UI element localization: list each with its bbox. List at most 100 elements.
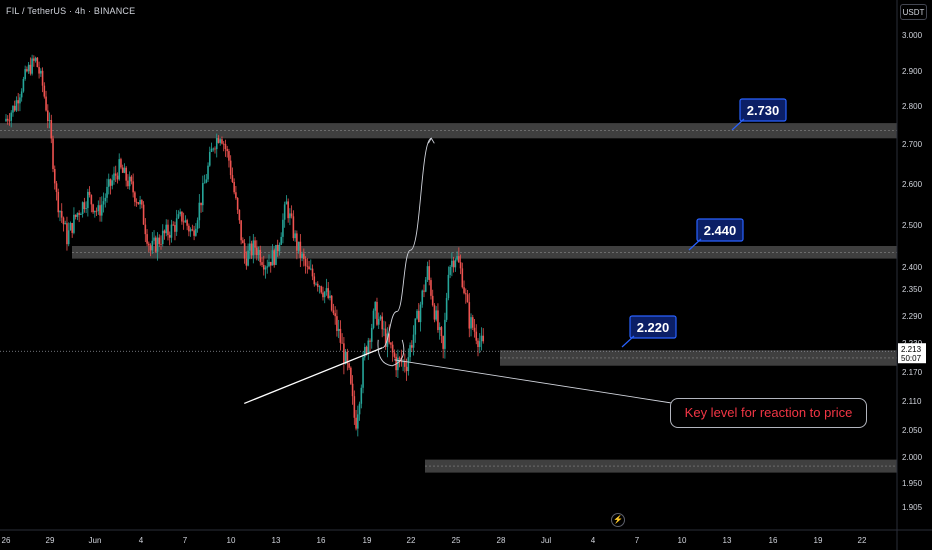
lightning-icon[interactable]: ⚡ xyxy=(611,513,625,527)
candle-body xyxy=(55,183,58,192)
candle-body xyxy=(309,268,312,270)
candle-body xyxy=(438,327,441,330)
time-tick-label: 22 xyxy=(407,536,416,545)
candle-body xyxy=(247,250,249,266)
candle-body xyxy=(445,298,448,320)
projection-arrowhead xyxy=(427,137,435,144)
candle-body xyxy=(106,186,108,198)
candle-body xyxy=(146,234,148,244)
price-tick-label: 2.170 xyxy=(902,368,923,377)
price-tick-label: 2.900 xyxy=(902,67,923,76)
currency-unit-button[interactable]: USDT xyxy=(900,4,927,20)
candle-body xyxy=(8,120,11,122)
candle-body xyxy=(465,293,467,295)
candle-body xyxy=(348,363,350,368)
candle-body xyxy=(15,100,18,111)
candle-body xyxy=(113,173,115,181)
candle-body xyxy=(137,202,140,205)
candle-body xyxy=(71,223,73,233)
candle-body xyxy=(233,182,235,193)
target-tag-pointer xyxy=(731,118,745,131)
candle-body xyxy=(468,302,471,329)
candle-body xyxy=(179,211,181,215)
time-tick-label: 13 xyxy=(723,536,732,545)
candle-body xyxy=(208,151,211,166)
candle-body xyxy=(160,243,162,245)
candle-body xyxy=(426,266,429,280)
candle-body xyxy=(121,167,124,173)
zone-2 xyxy=(500,350,897,366)
candle-body xyxy=(48,120,51,122)
candle-body xyxy=(268,261,270,267)
candle-body xyxy=(128,176,131,187)
candle-body xyxy=(184,220,187,223)
candle-body xyxy=(141,200,143,205)
candle-body xyxy=(181,211,183,222)
candle-body xyxy=(195,228,197,236)
candle-body xyxy=(433,305,436,320)
candle-body xyxy=(365,346,368,354)
candle-body xyxy=(318,286,321,288)
price-tick-label: 2.600 xyxy=(902,180,923,189)
candle-body xyxy=(149,245,152,251)
candle-body xyxy=(297,241,300,251)
target-tag-pointer xyxy=(621,335,635,348)
candle-body xyxy=(280,236,282,245)
time-tick-label: 22 xyxy=(858,536,867,545)
price-tick-label: 2.500 xyxy=(902,221,923,230)
price-tick-label: 1.950 xyxy=(902,479,923,488)
candle-body xyxy=(405,366,408,372)
candle-body xyxy=(40,70,42,74)
candle-body xyxy=(458,256,460,263)
candle-body xyxy=(243,243,246,259)
time-tick-label: 7 xyxy=(183,536,188,545)
projection-path xyxy=(381,137,432,349)
candle-body xyxy=(139,200,141,205)
price-tick-label: 1.905 xyxy=(902,503,923,512)
candle-body xyxy=(83,202,86,209)
candle-body xyxy=(282,219,284,237)
time-tick-label: 25 xyxy=(452,536,461,545)
time-tick-label: Jun xyxy=(89,536,102,545)
candle-body xyxy=(198,202,201,221)
candle-body xyxy=(231,175,234,183)
time-tick-label: 10 xyxy=(678,536,687,545)
candle-body xyxy=(383,328,385,330)
candle-body xyxy=(80,213,82,215)
time-tick-label: 10 xyxy=(227,536,236,545)
candle-body xyxy=(254,240,256,248)
time-tick-label: 26 xyxy=(2,536,11,545)
candle-body xyxy=(390,342,392,345)
candle-body xyxy=(299,241,302,258)
candle-body xyxy=(397,357,399,371)
candle-body xyxy=(350,367,352,384)
candle-body xyxy=(154,237,157,252)
candle-body xyxy=(461,268,464,288)
candle-body xyxy=(45,96,47,111)
target-tag-box xyxy=(739,98,787,122)
candle-body xyxy=(125,167,127,181)
candle-body xyxy=(219,139,222,143)
candle-body xyxy=(343,343,345,364)
candle-body xyxy=(384,328,387,347)
candle-body xyxy=(202,183,204,206)
candle-body xyxy=(88,191,91,196)
candle-body xyxy=(95,210,98,212)
candle-body xyxy=(344,351,347,364)
candle-body xyxy=(421,290,424,305)
candle-body xyxy=(38,67,40,74)
candle-body xyxy=(97,205,100,212)
candle-body xyxy=(424,279,427,292)
candle-body xyxy=(81,202,84,214)
trendline xyxy=(244,347,383,405)
candle-body xyxy=(404,360,406,367)
candle-body xyxy=(292,216,295,239)
time-tick-label: 29 xyxy=(46,536,55,545)
candle-body xyxy=(334,313,336,317)
candle-body xyxy=(24,69,26,79)
bar-countdown: 50:07 xyxy=(901,354,922,363)
price-tick-label: 2.050 xyxy=(902,426,923,435)
time-tick-label: 19 xyxy=(363,536,372,545)
candle-body xyxy=(47,110,49,122)
